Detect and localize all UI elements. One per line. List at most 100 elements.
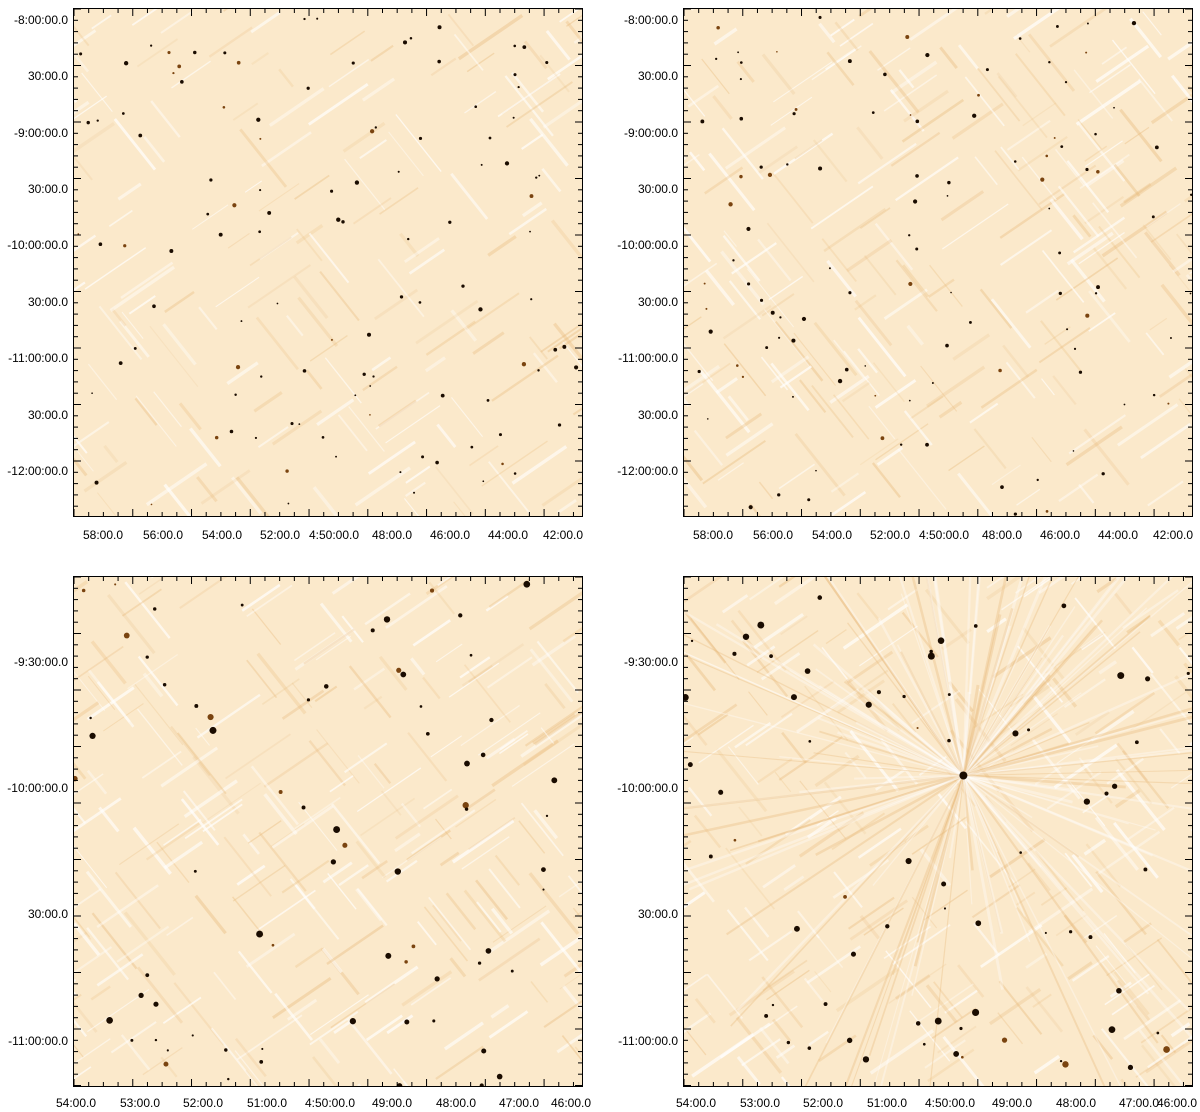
noise-stroke	[760, 652, 801, 681]
noise-stroke	[403, 498, 420, 516]
noise-stroke	[796, 688, 860, 734]
noise-stroke	[245, 932, 296, 968]
noise-stroke	[74, 931, 88, 943]
noise-stroke	[872, 362, 905, 403]
noise-stroke	[337, 414, 368, 452]
noise-stroke	[532, 713, 576, 745]
point-source	[138, 133, 143, 138]
noise-stroke	[903, 89, 949, 123]
point-source	[950, 291, 952, 294]
point-source	[145, 973, 150, 978]
y-tick-label: -11:00:00.0	[618, 1034, 678, 1048]
y-tick-label: -10:00:00.0	[7, 238, 68, 252]
noise-stroke	[83, 461, 128, 493]
noise-stroke	[567, 875, 582, 895]
noise-stroke	[1178, 629, 1192, 641]
point-source	[915, 1021, 921, 1026]
point-source	[152, 304, 156, 309]
point-source	[397, 170, 400, 173]
noise-stroke	[701, 58, 730, 95]
noise-stroke	[1079, 153, 1130, 190]
noise-texture	[684, 577, 1192, 1086]
noise-stroke	[954, 697, 1007, 763]
noise-stroke	[951, 102, 1004, 140]
point-source	[823, 1002, 828, 1007]
radial-artefact	[963, 774, 1033, 819]
point-source	[224, 1048, 228, 1052]
noise-stroke	[874, 379, 917, 409]
noise-stroke	[580, 462, 582, 465]
point-source	[1013, 512, 1018, 516]
radial-artefact	[844, 775, 965, 1086]
noise-stroke	[556, 498, 577, 514]
noise-stroke	[708, 152, 756, 212]
noise-stroke	[430, 57, 457, 77]
noise-stroke	[1168, 359, 1192, 379]
noise-stroke	[889, 89, 925, 132]
point-source	[1019, 851, 1022, 854]
noise-stroke	[1098, 225, 1141, 279]
noise-stroke	[263, 742, 329, 788]
point-source	[333, 826, 341, 833]
radial-artefact	[911, 577, 965, 776]
noise-stroke	[920, 365, 958, 412]
noise-stroke	[1178, 646, 1192, 665]
point-source	[846, 1037, 853, 1044]
point-source	[469, 653, 473, 657]
point-source	[732, 259, 735, 262]
point-source	[513, 472, 517, 475]
noise-stroke	[393, 1068, 409, 1086]
noise-stroke	[1183, 662, 1192, 676]
point-source	[290, 422, 294, 426]
radial-artefact	[962, 614, 1002, 776]
noise-stroke	[937, 793, 967, 830]
noise-stroke	[974, 156, 998, 186]
noise-stroke	[263, 793, 298, 836]
noise-stroke	[1040, 887, 1068, 906]
noise-stroke	[1072, 216, 1126, 254]
noise-stroke	[757, 758, 793, 784]
noise-stroke	[247, 264, 311, 309]
point-source	[256, 117, 261, 122]
noise-stroke	[1058, 473, 1099, 503]
radial-artefact	[961, 775, 1004, 990]
point-source	[915, 119, 920, 124]
point-source	[953, 1051, 960, 1057]
noise-stroke	[687, 84, 720, 108]
noise-stroke	[736, 1056, 761, 1086]
radial-artefact	[962, 619, 1103, 777]
point-source	[733, 838, 737, 842]
radial-artefact	[925, 577, 965, 776]
noise-stroke	[182, 790, 216, 831]
point-source	[214, 435, 219, 440]
noise-stroke	[684, 226, 712, 263]
noise-stroke	[843, 350, 880, 396]
noise-stroke	[227, 232, 250, 249]
noise-stroke	[1015, 53, 1066, 117]
noise-stroke	[239, 128, 288, 188]
noise-stroke	[326, 924, 384, 966]
noise-stroke	[294, 796, 341, 830]
noise-stroke	[693, 814, 722, 849]
noise-stroke	[1138, 78, 1173, 122]
point-source	[513, 44, 517, 48]
noise-stroke	[141, 750, 182, 779]
noise-stroke	[1092, 1034, 1114, 1060]
noise-stroke	[117, 182, 142, 201]
radial-artefact	[962, 775, 1031, 943]
noise-stroke	[1141, 1044, 1176, 1086]
radial-artefact	[963, 745, 1099, 777]
point-source	[303, 17, 306, 21]
point-source	[945, 343, 949, 348]
noise-stroke	[196, 476, 218, 503]
noise-stroke	[329, 30, 366, 56]
noise-stroke	[1130, 691, 1187, 731]
noise-stroke	[545, 29, 571, 61]
x-tick-label: 46:00.0	[1039, 528, 1081, 542]
noise-stroke	[990, 298, 1032, 349]
noise-stroke	[890, 60, 938, 95]
radial-artefact	[963, 774, 1126, 789]
noise-stroke	[684, 477, 708, 509]
noise-stroke	[842, 603, 909, 650]
noise-stroke	[833, 339, 865, 379]
